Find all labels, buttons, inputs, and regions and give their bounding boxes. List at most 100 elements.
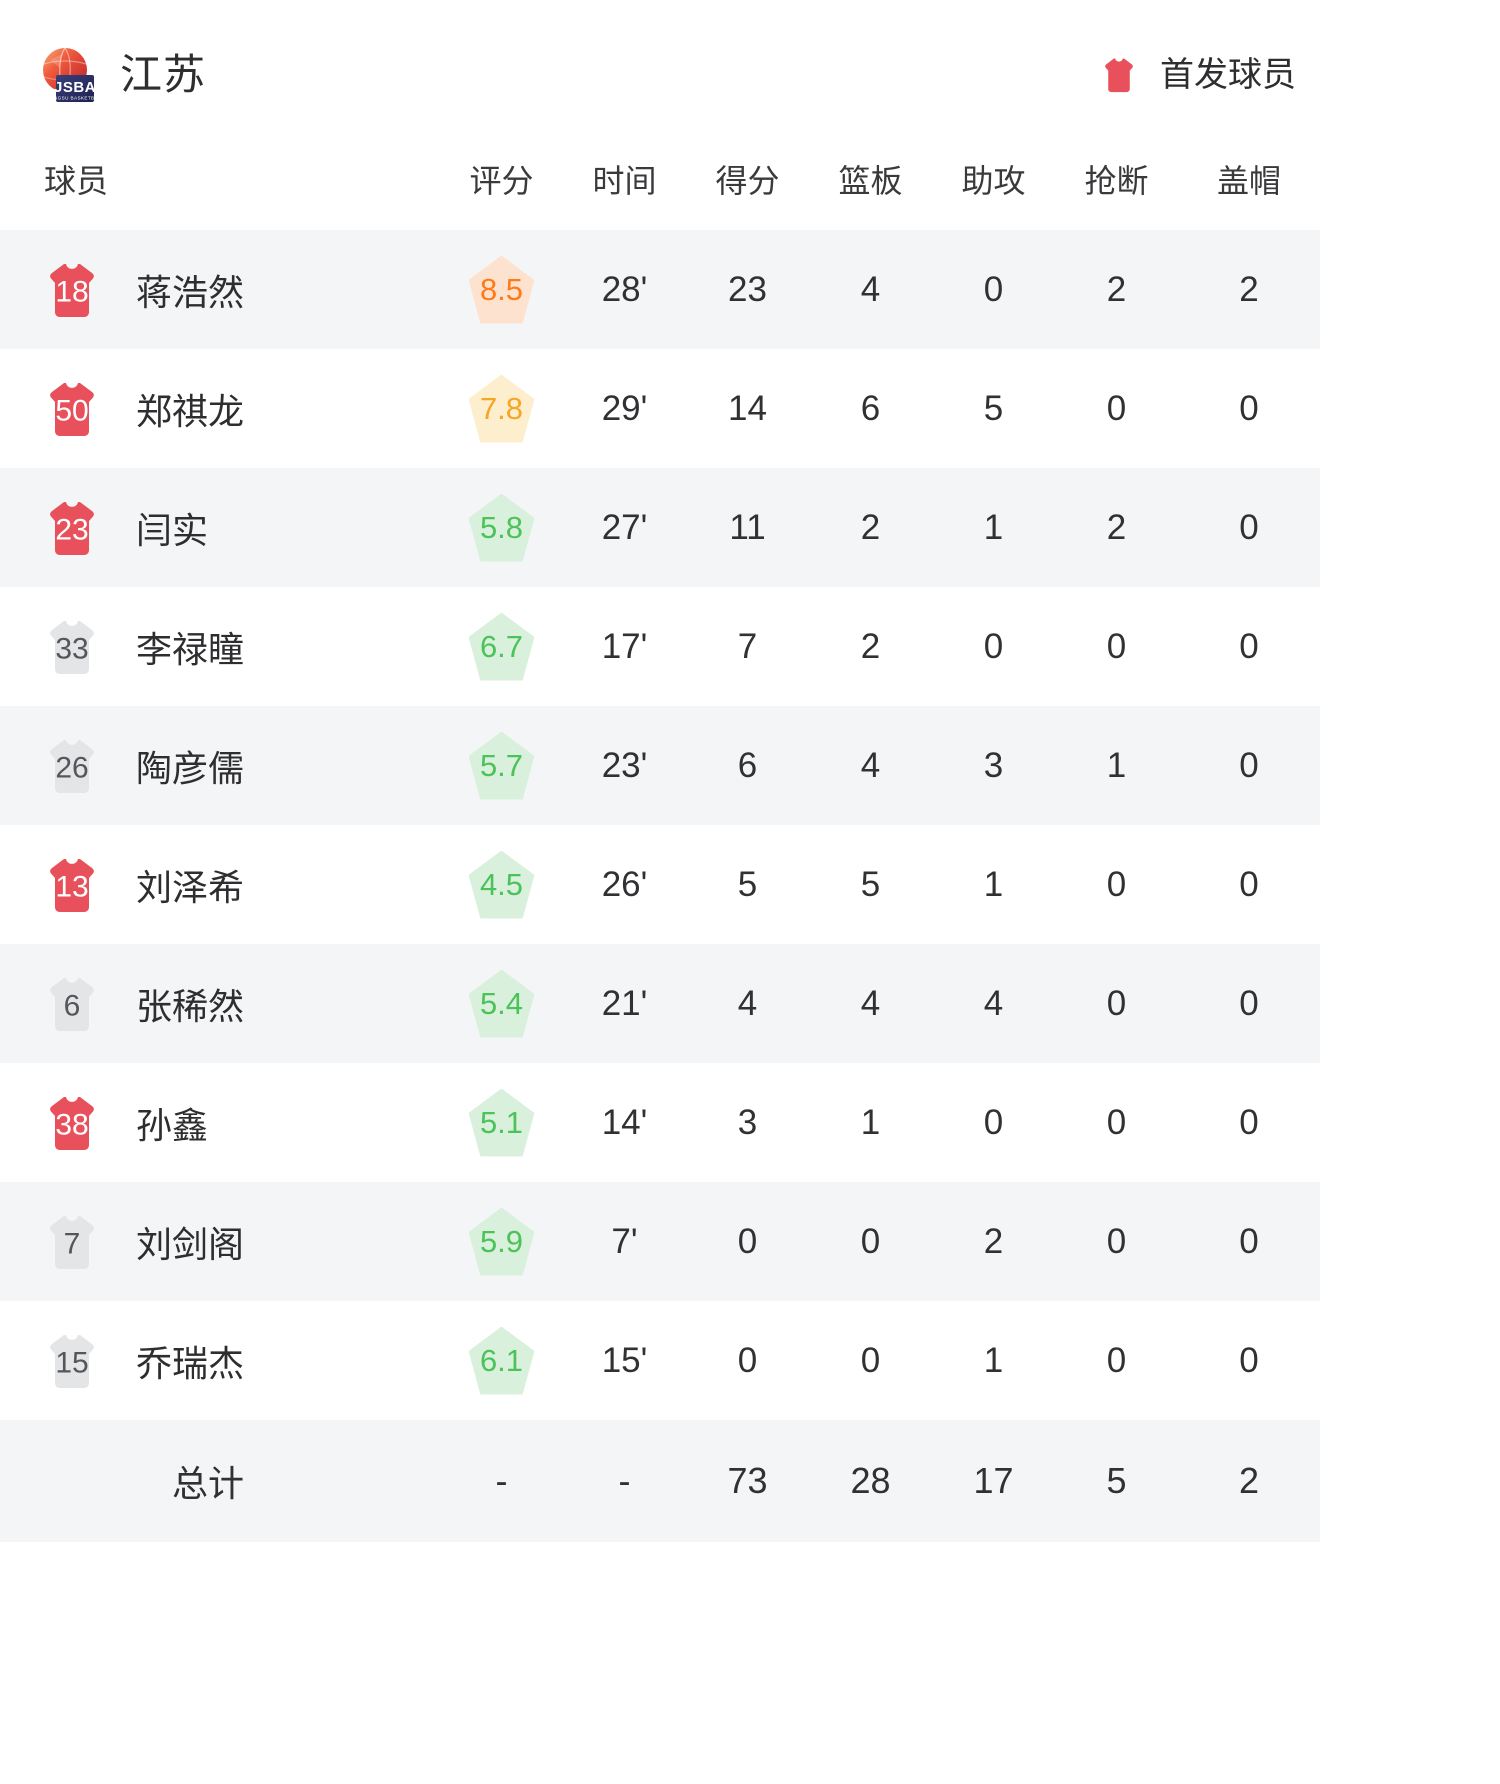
blocks-cell: 0 [1239, 983, 1259, 1023]
table-row[interactable]: 26 陶彦儒 5.7 23' 6 4 3 1 0 [0, 706, 1320, 825]
total-row: 总计 - - 73 28 17 5 2 [0, 1420, 1320, 1542]
minutes-cell: 29' [601, 388, 648, 428]
minutes-cell: 17' [601, 626, 648, 666]
blocks-cell: 0 [1239, 1221, 1259, 1261]
player-cell[interactable]: 38 孙鑫 [0, 1063, 440, 1182]
player-cell[interactable]: 50 郑祺龙 [0, 349, 440, 468]
jersey-icon: 38 [44, 1093, 100, 1153]
column-header-minutes[interactable]: 时间 [592, 163, 657, 199]
rebounds-cell: 6 [860, 388, 881, 428]
column-header-assists[interactable]: 助攻 [961, 163, 1026, 199]
points-cell: 3 [737, 1102, 758, 1142]
jersey-icon: 15 [44, 1331, 100, 1391]
steals-cell: 2 [1106, 269, 1127, 309]
player-name: 蒋浩然 [136, 271, 245, 313]
table-row[interactable]: 50 郑祺龙 7.8 29' 14 6 5 0 0 [0, 349, 1320, 468]
rating-badge: 5.7 [468, 731, 535, 800]
rebounds-cell: 1 [860, 1102, 881, 1142]
rating-cell: 5.9 [440, 1182, 563, 1301]
steals-cell: 0 [1106, 626, 1127, 666]
assists-cell: 1 [983, 507, 1004, 547]
minutes-cell: 28' [601, 269, 648, 309]
rebounds-cell: 5 [860, 864, 881, 904]
points-cell: 14 [728, 388, 767, 428]
rating-cell: 4.5 [440, 825, 563, 944]
table-body: 18 蒋浩然 8.5 28' 23 4 0 2 2 50 郑祺龙 7.8 29' 14 6 5 0 0 23 闫实 5.… [0, 230, 1320, 1542]
minutes-cell: 23' [601, 745, 648, 785]
total-rebounds-cell: 28 [850, 1460, 891, 1501]
points-cell: 11 [729, 507, 766, 547]
steals-cell: 0 [1106, 864, 1127, 904]
column-header-blocks[interactable]: 盖帽 [1216, 163, 1281, 199]
column-header-rebounds[interactable]: 篮板 [838, 163, 903, 199]
table-row[interactable]: 7 刘剑阁 5.9 7' 0 0 2 0 0 [0, 1182, 1320, 1301]
column-header-points[interactable]: 得分 [715, 163, 780, 199]
team-name: 江苏 [120, 51, 207, 98]
player-cell[interactable]: 6 张稀然 [0, 944, 440, 1063]
rating-cell: 7.8 [440, 349, 563, 468]
steals-cell: 0 [1106, 1221, 1127, 1261]
assists-cell: 5 [983, 388, 1004, 428]
minutes-cell: 27' [601, 507, 648, 547]
column-header-rating[interactable]: 评分 [469, 163, 534, 199]
player-cell[interactable]: 15 乔瑞杰 [0, 1301, 440, 1420]
rating-cell: 5.4 [440, 944, 563, 1063]
table-row[interactable]: 23 闫实 5.8 27' 11 2 1 2 0 [0, 468, 1320, 587]
table-row[interactable]: 13 刘泽希 4.5 26' 5 5 1 0 0 [0, 825, 1320, 944]
column-header-steals[interactable]: 抢断 [1084, 163, 1149, 199]
table-row[interactable]: 38 孙鑫 5.1 14' 3 1 0 0 0 [0, 1063, 1320, 1182]
player-cell[interactable]: 13 刘泽希 [0, 825, 440, 944]
column-header-player[interactable]: 球员 [44, 163, 109, 199]
player-cell[interactable]: 33 李禄瞳 [0, 587, 440, 706]
total-blocks-cell: 2 [1238, 1460, 1260, 1501]
total-points-cell: 73 [727, 1460, 768, 1501]
minutes-cell: 7' [611, 1221, 638, 1261]
jersey-icon: 13 [44, 855, 100, 915]
rating-badge: 6.7 [468, 612, 535, 681]
rating-badge: 5.4 [468, 969, 535, 1038]
jersey-icon [1100, 56, 1138, 94]
table-row[interactable]: 15 乔瑞杰 6.1 15' 0 0 1 0 0 [0, 1301, 1320, 1420]
jersey-icon: 7 [44, 1212, 100, 1272]
table-row[interactable]: 18 蒋浩然 8.5 28' 23 4 0 2 2 [0, 230, 1320, 349]
blocks-cell: 0 [1239, 864, 1259, 904]
starter-legend-label: 首发球员 [1160, 56, 1296, 94]
player-cell[interactable]: 18 蒋浩然 [0, 230, 440, 349]
jersey-number: 33 [55, 631, 89, 665]
jsba-basketball-logo-icon: JSBA JIANGSU BASKETBALL [36, 44, 98, 106]
rating-cell: 5.8 [440, 468, 563, 587]
starter-legend: 首发球员 [1100, 56, 1296, 94]
assists-cell: 3 [983, 745, 1004, 785]
rebounds-cell: 0 [860, 1221, 881, 1261]
table-row[interactable]: 6 张稀然 5.4 21' 4 4 4 0 0 [0, 944, 1320, 1063]
rating-value: 6.1 [479, 1342, 524, 1378]
rating-value: 4.5 [479, 866, 524, 902]
panel-header: JSBA JIANGSU BASKETBALL 江苏 首发球员 [0, 0, 1320, 150]
rebounds-cell: 2 [860, 507, 881, 547]
rating-value: 5.9 [479, 1223, 524, 1259]
jersey-number: 23 [55, 512, 89, 546]
minutes-cell: 21' [601, 983, 648, 1023]
assists-cell: 0 [983, 626, 1004, 666]
rating-badge: 5.1 [468, 1088, 535, 1157]
blocks-cell: 2 [1239, 269, 1259, 309]
jersey-number: 38 [55, 1107, 89, 1141]
table-row[interactable]: 33 李禄瞳 6.7 17' 7 2 0 0 0 [0, 587, 1320, 706]
rating-value: 7.8 [479, 390, 524, 426]
rating-value: 5.8 [479, 509, 524, 545]
total-minutes-cell: - [618, 1460, 631, 1501]
player-cell[interactable]: 23 闫实 [0, 468, 440, 587]
jersey-icon: 33 [44, 617, 100, 677]
player-cell[interactable]: 7 刘剑阁 [0, 1182, 440, 1301]
steals-cell: 0 [1106, 1340, 1127, 1380]
player-name: 张稀然 [136, 985, 245, 1027]
total-steals-cell: 5 [1106, 1460, 1127, 1501]
assists-cell: 0 [983, 269, 1004, 309]
rating-cell: 8.5 [440, 230, 563, 349]
rating-value: 5.1 [479, 1104, 524, 1140]
rating-value: 5.7 [479, 747, 524, 783]
player-cell[interactable]: 26 陶彦儒 [0, 706, 440, 825]
total-label-cell: 总计 [0, 1420, 440, 1542]
jersey-number: 15 [55, 1345, 89, 1379]
jersey-icon: 50 [44, 379, 100, 439]
